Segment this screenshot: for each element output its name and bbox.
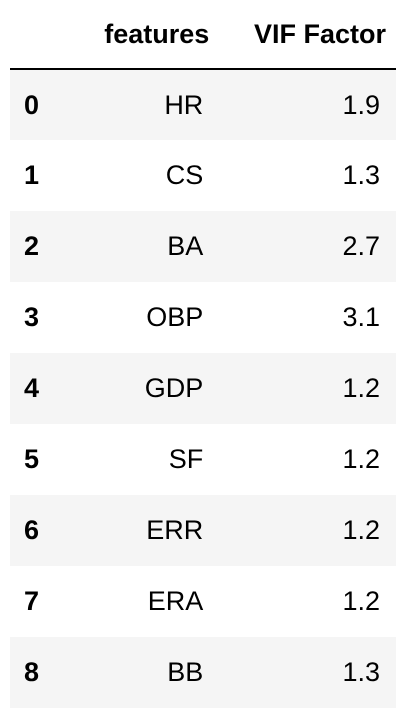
row-index: 3	[24, 302, 40, 332]
feature-cell: ERA	[147, 586, 204, 616]
feature-cell: HR	[164, 89, 204, 120]
row-index: 8	[24, 657, 40, 687]
row-index: 7	[24, 586, 40, 616]
vif-cell: 1.2	[342, 373, 380, 403]
vif-cell: 1.2	[342, 586, 380, 616]
table-row: 8 BB 1.3	[10, 637, 396, 708]
vif-factor-column-header: VIF Factor	[219, 0, 396, 70]
vif-cell: 1.3	[342, 657, 380, 687]
vif-cell: 2.7	[342, 231, 380, 261]
feature-cell: OBP	[146, 302, 204, 332]
page-bottom-margin	[0, 710, 408, 726]
header-row: features VIF Factor	[10, 0, 396, 70]
table-body: 0 HR 1.9 1 CS 1.3 2 BA 2.7 3 OBP 3.1 4 G	[10, 69, 396, 708]
feature-cell: SF	[168, 444, 204, 474]
table-row: 4 GDP 1.2	[10, 353, 396, 424]
feature-cell: ERR	[146, 515, 204, 545]
feature-cell: BA	[167, 231, 204, 261]
table-header: features VIF Factor	[10, 0, 396, 70]
feature-cell: BB	[167, 657, 204, 687]
table-row: 2 BA 2.7	[10, 211, 396, 282]
table-row: 6 ERR 1.2	[10, 495, 396, 566]
features-column-header: features	[74, 0, 220, 70]
feature-cell: GDP	[144, 373, 204, 403]
vif-cell: 1.2	[342, 444, 380, 474]
row-index: 0	[24, 89, 40, 120]
vif-cell: 3.1	[342, 302, 380, 332]
vif-cell: 1.9	[342, 89, 380, 120]
table-row: 0 HR 1.9	[10, 69, 396, 140]
table-row: 5 SF 1.2	[10, 424, 396, 495]
index-column-header	[10, 0, 74, 70]
row-index: 5	[24, 444, 40, 474]
row-index: 4	[24, 373, 40, 403]
vif-cell: 1.3	[342, 160, 380, 190]
feature-cell: CS	[165, 160, 204, 190]
vif-cell: 1.2	[342, 515, 380, 545]
row-index: 2	[24, 231, 40, 261]
table-row: 1 CS 1.3	[10, 140, 396, 211]
table-row: 3 OBP 3.1	[10, 282, 396, 353]
row-index: 1	[24, 160, 40, 190]
table-row: 7 ERA 1.2	[10, 566, 396, 637]
vif-table: features VIF Factor 0 HR 1.9 1 CS 1.3 2 …	[10, 0, 396, 708]
row-index: 6	[24, 515, 40, 545]
